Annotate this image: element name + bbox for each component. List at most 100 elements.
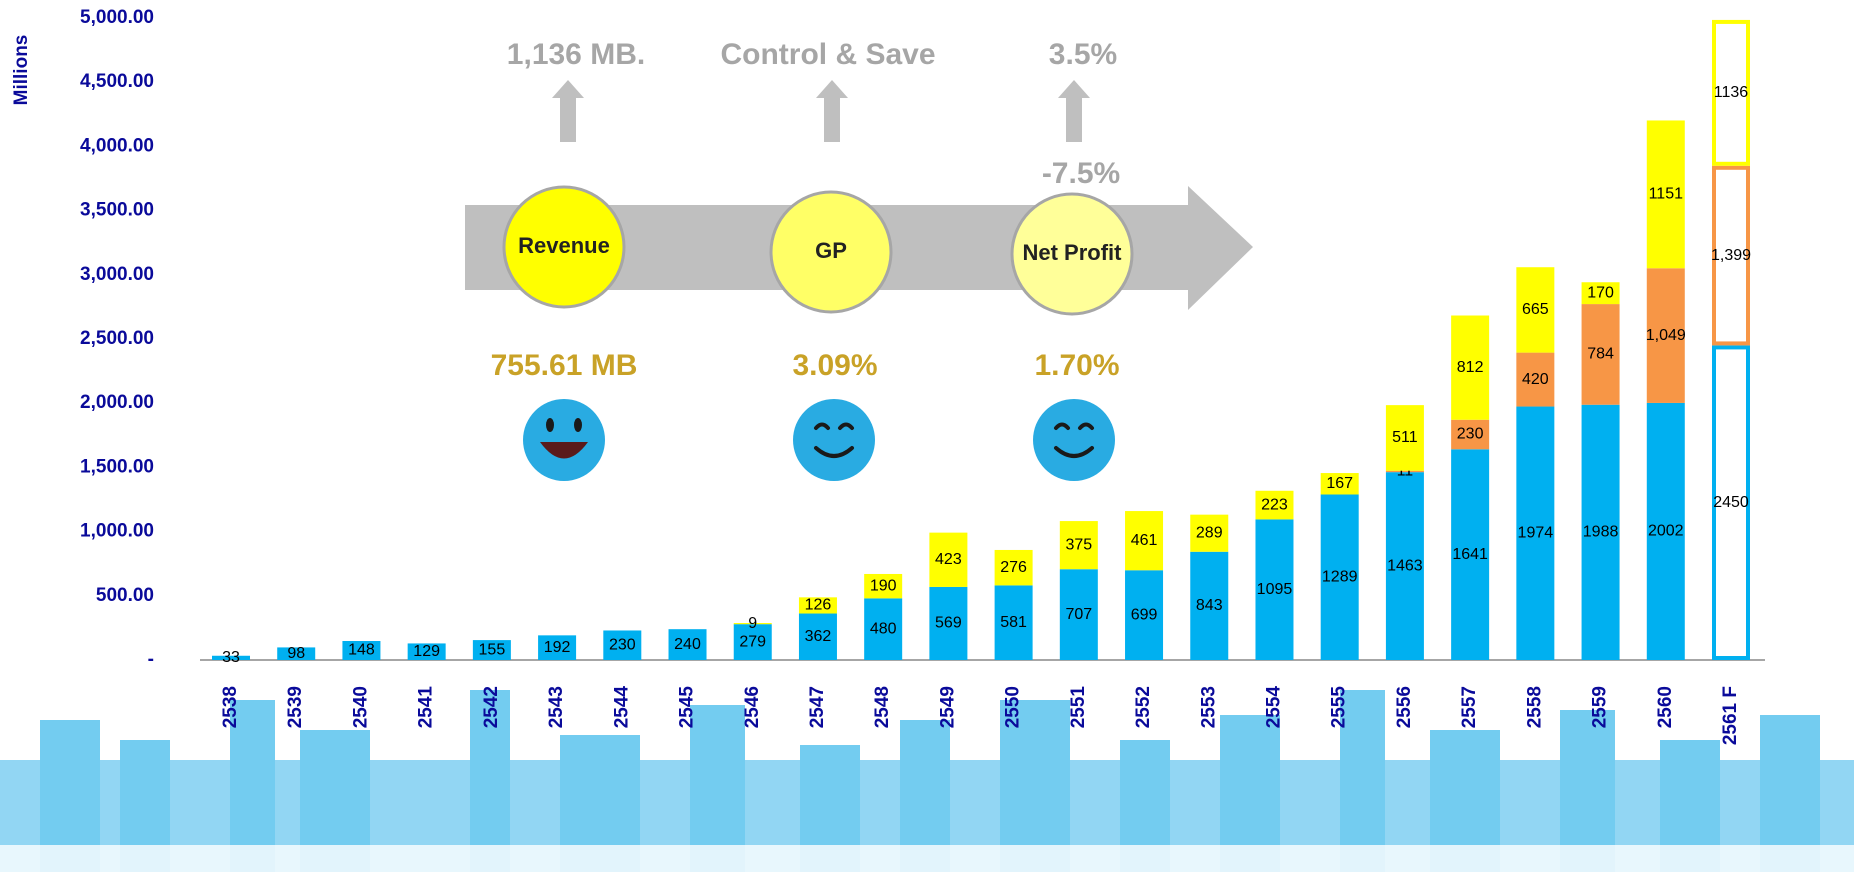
data-label: 98 xyxy=(287,645,305,662)
bar-segment xyxy=(1712,165,1750,346)
y-tick-label: 2,500.00 xyxy=(80,328,154,349)
data-label: 276 xyxy=(1000,559,1027,576)
data-label: 420 xyxy=(1522,371,1549,388)
data-label: 581 xyxy=(1000,614,1027,631)
bar-segment xyxy=(1125,511,1164,571)
data-label: 375 xyxy=(1065,536,1092,553)
data-label: 511 xyxy=(1392,429,1418,446)
data-label: 1641 xyxy=(1452,546,1488,563)
x-tick-label: 2541 xyxy=(416,686,437,729)
data-label: 2450 xyxy=(1713,494,1749,511)
y-tick-label: 1,000.00 xyxy=(80,521,154,542)
bar-segment xyxy=(1385,405,1424,471)
data-label: 784 xyxy=(1587,346,1614,363)
bar-segment xyxy=(1320,473,1359,495)
data-label: 843 xyxy=(1196,597,1223,614)
bar-segment xyxy=(733,623,772,625)
bar-segment xyxy=(472,640,511,660)
bar-segment xyxy=(994,549,1033,586)
x-tick-label: 2547 xyxy=(807,686,828,728)
bar-segment xyxy=(1255,490,1294,520)
x-tick-label: 2538 xyxy=(220,686,241,728)
data-label: 699 xyxy=(1131,606,1158,623)
x-tick-label: 2550 xyxy=(1003,686,1024,728)
bar-segment xyxy=(1190,551,1229,660)
data-label: 362 xyxy=(805,628,832,645)
x-tick-label: 2551 xyxy=(1068,686,1089,729)
data-label: 148 xyxy=(348,642,375,659)
data-label: 192 xyxy=(544,639,571,656)
data-label: 1974 xyxy=(1518,524,1554,541)
bar-segment xyxy=(1712,19,1750,166)
bar-segment xyxy=(277,647,316,660)
y-tick-label: 5,000.00 xyxy=(80,7,154,28)
x-tick-label: 2539 xyxy=(285,686,306,728)
bar-segment xyxy=(1451,449,1490,660)
data-label: 289 xyxy=(1196,524,1223,541)
data-label: 1136 xyxy=(1714,84,1749,101)
y-tick-label: 4,000.00 xyxy=(80,135,154,156)
x-tick-label: 2548 xyxy=(872,686,893,728)
bar-segment xyxy=(1125,570,1164,660)
bar-segment xyxy=(538,635,577,660)
bar-segment xyxy=(929,586,968,660)
data-label: 1,049 xyxy=(1646,327,1686,344)
annotation: 3.09% xyxy=(792,349,877,382)
data-label: 279 xyxy=(739,633,766,650)
y-tick-label: 4,500.00 xyxy=(80,71,154,92)
bar-segment xyxy=(1451,315,1490,420)
bar-segment xyxy=(668,629,707,660)
bar-segment xyxy=(798,597,837,614)
bar-segment xyxy=(407,643,446,660)
annotation: -7.5% xyxy=(1042,157,1120,190)
y-tick-label: 500.00 xyxy=(96,585,154,606)
bar-segment xyxy=(342,640,381,660)
data-label: 190 xyxy=(870,577,897,594)
data-label: 129 xyxy=(413,643,440,660)
data-label: 461 xyxy=(1131,532,1158,549)
y-tick-label: 2,000.00 xyxy=(80,392,154,413)
annotation: GP xyxy=(815,238,847,263)
x-tick-label: 2556 xyxy=(1394,686,1415,728)
bar-segment xyxy=(1059,569,1098,660)
x-tick-label: 2545 xyxy=(677,686,698,729)
x-tick-label: 2560 xyxy=(1655,686,1676,728)
annotation: 1,136 MB. xyxy=(507,38,645,71)
bar-segment xyxy=(603,630,642,660)
annotation: 1.70% xyxy=(1034,349,1119,382)
bar-segment xyxy=(733,624,772,660)
bar-segment xyxy=(1385,470,1424,473)
bar-segment xyxy=(798,613,837,660)
bar-segment xyxy=(1190,514,1229,552)
x-tick-label: 2544 xyxy=(611,686,632,729)
data-label: 240 xyxy=(674,636,701,653)
bar-segment xyxy=(864,573,903,599)
x-tick-label: 2543 xyxy=(546,686,567,728)
bar-segment xyxy=(1581,404,1620,660)
data-label: 126 xyxy=(805,597,832,614)
infographic: 1,136 MB. Control & Save 3.5% -7.5% Reve… xyxy=(465,38,1253,481)
y-tick-label: 3,000.00 xyxy=(80,264,154,285)
bar-segment xyxy=(1516,267,1555,353)
x-tick-label: 2558 xyxy=(1524,686,1545,728)
data-label: 167 xyxy=(1326,475,1353,492)
bar-segment xyxy=(1581,282,1620,305)
bar-segment xyxy=(1451,419,1490,450)
data-label: 812 xyxy=(1457,359,1484,376)
bar-segment xyxy=(1320,494,1359,660)
bar-segment xyxy=(994,585,1033,660)
data-label: 33 xyxy=(222,649,240,666)
bar-segment xyxy=(864,598,903,660)
bar-segment xyxy=(1712,345,1750,660)
data-label: 230 xyxy=(609,636,636,653)
y-tick-label: 3,500.00 xyxy=(80,200,154,221)
bar-segment xyxy=(1516,352,1555,407)
data-label: 480 xyxy=(870,620,897,637)
data-label: 1463 xyxy=(1387,557,1423,574)
data-label: 1289 xyxy=(1322,568,1358,585)
bar-segment xyxy=(1255,519,1294,660)
bar-segment xyxy=(212,655,250,660)
bar-segment xyxy=(1581,304,1620,405)
x-tick-label: 2559 xyxy=(1590,686,1611,728)
bar-segment xyxy=(1059,521,1098,570)
